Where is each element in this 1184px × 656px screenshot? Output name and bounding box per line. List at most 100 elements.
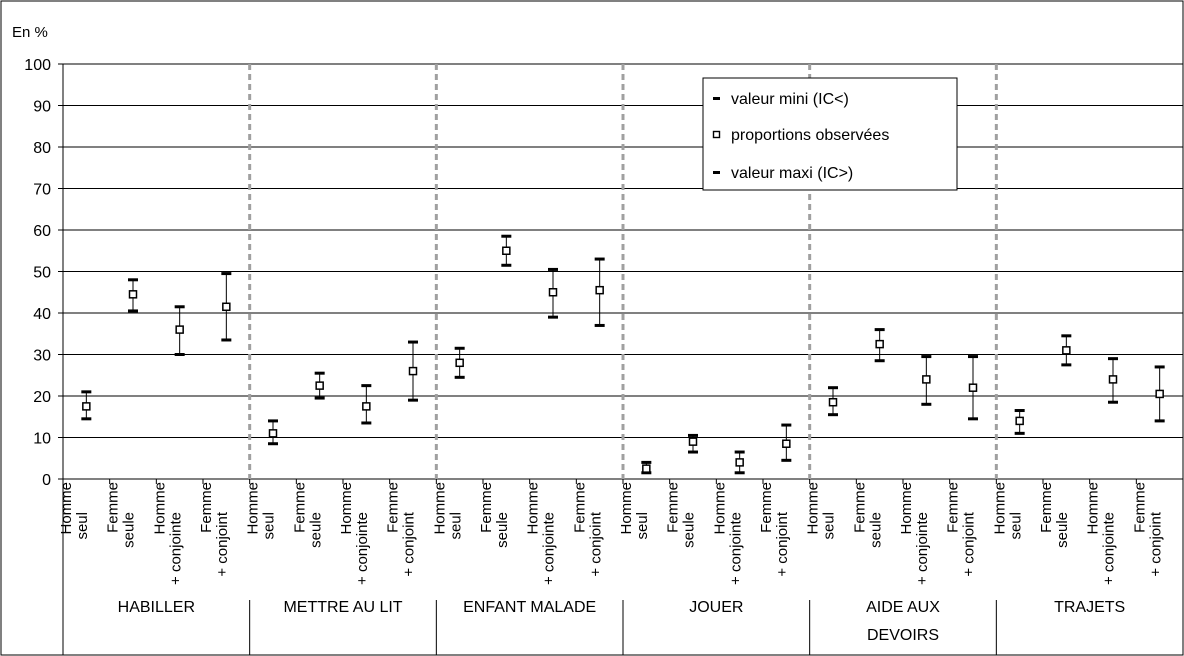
observed-point bbox=[548, 288, 558, 297]
max-marker bbox=[361, 384, 372, 388]
observed-point bbox=[735, 458, 744, 467]
min-marker bbox=[968, 417, 978, 421]
x-tick-label: Homme bbox=[805, 482, 822, 535]
y-tick-label: 0 bbox=[42, 472, 51, 489]
y-tick-label: 60 bbox=[33, 223, 51, 240]
observed-point bbox=[1155, 389, 1164, 399]
observed-point bbox=[922, 375, 931, 384]
min-marker bbox=[408, 398, 418, 402]
x-tick-label: Homme bbox=[431, 482, 448, 535]
x-tick-label: Homme bbox=[991, 482, 1008, 535]
x-tick-label: + conjoint bbox=[587, 511, 604, 576]
x-tick-label: seule bbox=[681, 512, 698, 548]
max-marker bbox=[221, 272, 232, 276]
x-tick-label: Femme bbox=[1038, 482, 1055, 533]
min-marker bbox=[501, 263, 512, 267]
x-tick-label: seul bbox=[74, 512, 91, 540]
x-tick-label: seul bbox=[261, 512, 278, 540]
observed-point bbox=[828, 397, 838, 407]
x-tick-label: seule bbox=[1054, 512, 1071, 548]
legend-label-observed: proportions observées bbox=[731, 127, 889, 144]
min-marker bbox=[594, 323, 605, 327]
x-tick-label: Homme bbox=[898, 482, 915, 535]
max-marker bbox=[921, 355, 932, 359]
observed-point bbox=[222, 302, 231, 312]
max-marker bbox=[874, 328, 885, 332]
x-tick-label: Femme bbox=[1131, 482, 1148, 533]
x-tick-label: + conjointe bbox=[541, 512, 558, 585]
x-tick-label: Homme bbox=[711, 482, 728, 535]
x-tick-label: + conjoint bbox=[774, 511, 791, 576]
group-label: ENFANT MALADE bbox=[463, 599, 596, 616]
observed-point bbox=[1062, 346, 1071, 355]
min-marker bbox=[221, 338, 232, 342]
max-marker bbox=[174, 305, 185, 309]
y-tick-label: 20 bbox=[33, 389, 51, 406]
y-tick-label: 90 bbox=[33, 99, 51, 116]
x-tick-label: seule bbox=[121, 512, 138, 548]
y-tick-label: 10 bbox=[33, 431, 51, 448]
x-tick-label: + conjoint bbox=[401, 511, 418, 576]
max-marker bbox=[828, 386, 838, 390]
y-axis: 0 10 20 30 40 50 60 70 80 90 100 bbox=[24, 57, 64, 655]
min-marker bbox=[828, 413, 838, 417]
max-marker bbox=[1108, 357, 1118, 361]
max-marker bbox=[968, 355, 978, 359]
legend-label-max: valeur maxi (IC>) bbox=[731, 165, 853, 182]
max-marker bbox=[408, 340, 418, 344]
x-tick-label: Homme bbox=[338, 482, 355, 535]
min-marker bbox=[81, 417, 92, 421]
observed-point bbox=[595, 285, 604, 295]
max-marker bbox=[1061, 334, 1072, 338]
max-marker bbox=[81, 390, 92, 394]
x-tick-label: Femme bbox=[105, 482, 122, 533]
min-marker bbox=[921, 402, 932, 406]
max-marker bbox=[1014, 409, 1025, 413]
x-tick-label: seule bbox=[867, 512, 884, 548]
legend-box bbox=[702, 77, 958, 191]
observed-point bbox=[82, 402, 91, 411]
group-label: METTRE AU LIT bbox=[283, 599, 402, 616]
observed-point bbox=[175, 325, 184, 334]
x-tick-label: seule bbox=[494, 512, 511, 548]
y-axis-label: En % bbox=[12, 24, 48, 41]
x-tick-label: Femme bbox=[758, 482, 775, 533]
observed-point bbox=[688, 437, 698, 446]
x-tick-label: seule bbox=[307, 512, 324, 548]
x-tick-label: + conjoint bbox=[1147, 511, 1164, 576]
x-tick-label: + conjointe bbox=[354, 512, 371, 585]
min-marker bbox=[361, 421, 372, 425]
x-tick-label: Femme bbox=[945, 482, 962, 533]
max-marker bbox=[594, 257, 605, 261]
observed-point bbox=[502, 246, 511, 255]
observed-point bbox=[642, 464, 651, 473]
data-marks bbox=[81, 234, 1165, 475]
max-marker bbox=[781, 423, 792, 427]
max-marker bbox=[314, 371, 325, 375]
max-marker bbox=[688, 433, 698, 437]
observed-point bbox=[1108, 375, 1118, 384]
max-marker bbox=[454, 346, 465, 350]
max-marker bbox=[1154, 365, 1165, 369]
min-marker bbox=[781, 458, 792, 462]
max-marker bbox=[734, 450, 745, 454]
observed-point bbox=[315, 381, 324, 390]
max-marker bbox=[641, 460, 652, 464]
group-separators bbox=[248, 64, 998, 479]
min-marker bbox=[548, 315, 558, 319]
max-marker bbox=[268, 419, 278, 423]
x-tick-label: seul bbox=[1007, 512, 1024, 540]
group-label: AIDE AUX bbox=[866, 599, 940, 616]
min-marker bbox=[874, 359, 885, 363]
x-tick-label: seul bbox=[821, 512, 838, 540]
group-label: DEVOIRS bbox=[867, 627, 939, 644]
min-marker bbox=[688, 450, 698, 454]
max-marker bbox=[501, 234, 512, 238]
x-tick-label: Femme bbox=[291, 482, 308, 533]
y-tick-label: 100 bbox=[24, 57, 51, 74]
legend-marker-max bbox=[713, 171, 720, 174]
observed-point bbox=[408, 366, 418, 376]
observed-point bbox=[455, 358, 464, 368]
min-marker bbox=[174, 353, 185, 356]
